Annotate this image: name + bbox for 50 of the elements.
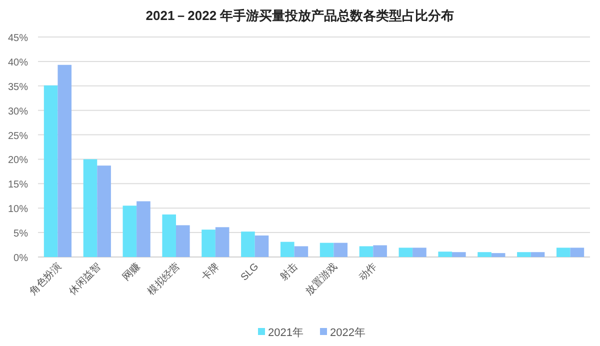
y-tick-label: 20% [8, 155, 28, 166]
y-tick-label: 45% [8, 33, 28, 44]
bar [136, 201, 150, 257]
y-tick-label: 35% [8, 82, 28, 93]
bar [398, 248, 413, 257]
bar [438, 252, 452, 257]
bar [373, 245, 387, 257]
y-tick-label: 15% [8, 180, 28, 191]
bar [491, 253, 506, 257]
x-tick-label: 模拟经营 [145, 260, 182, 298]
bar [412, 248, 426, 257]
chart-title: 2021－2022 年手游买量投放产品总数各类型占比分布 [146, 8, 454, 23]
bar [517, 252, 531, 257]
bar [97, 166, 111, 257]
x-tick-label: 动作 [357, 261, 380, 284]
bar [58, 64, 72, 257]
x-tick-label: 休闲益智 [66, 260, 104, 298]
y-tick-label: 5% [14, 228, 28, 240]
bar [83, 159, 98, 257]
legend-label: 2022年 [330, 327, 366, 339]
y-tick-label: 0% [14, 253, 28, 264]
bar [334, 242, 348, 257]
bar [452, 252, 466, 257]
y-tick-label: 30% [8, 106, 28, 118]
bar [241, 232, 255, 257]
bar [570, 248, 584, 257]
bar [294, 246, 308, 257]
bar [478, 252, 492, 257]
bar [254, 235, 269, 257]
bar [215, 227, 230, 257]
bar [162, 214, 176, 257]
bar [530, 252, 545, 257]
bar [122, 206, 137, 257]
bar [556, 248, 570, 257]
bar [320, 242, 334, 257]
bar [202, 230, 216, 257]
legend-label: 2021年 [268, 327, 304, 339]
x-tick-label: 网赚 [120, 260, 143, 284]
x-tick-label: 卡牌 [198, 260, 222, 284]
y-tick-label: 10% [8, 204, 28, 216]
bar [176, 225, 190, 257]
y-tick-label: 25% [8, 130, 28, 142]
bar [44, 85, 58, 257]
x-tick-label: 射击 [278, 260, 300, 284]
y-tick-label: 40% [8, 57, 28, 68]
x-tick-label: 放置游戏 [303, 260, 340, 298]
bar [280, 242, 294, 257]
bar [359, 246, 374, 257]
x-tick-label: SLG [239, 261, 262, 284]
x-tick-label: 角色扮演 [27, 260, 64, 298]
